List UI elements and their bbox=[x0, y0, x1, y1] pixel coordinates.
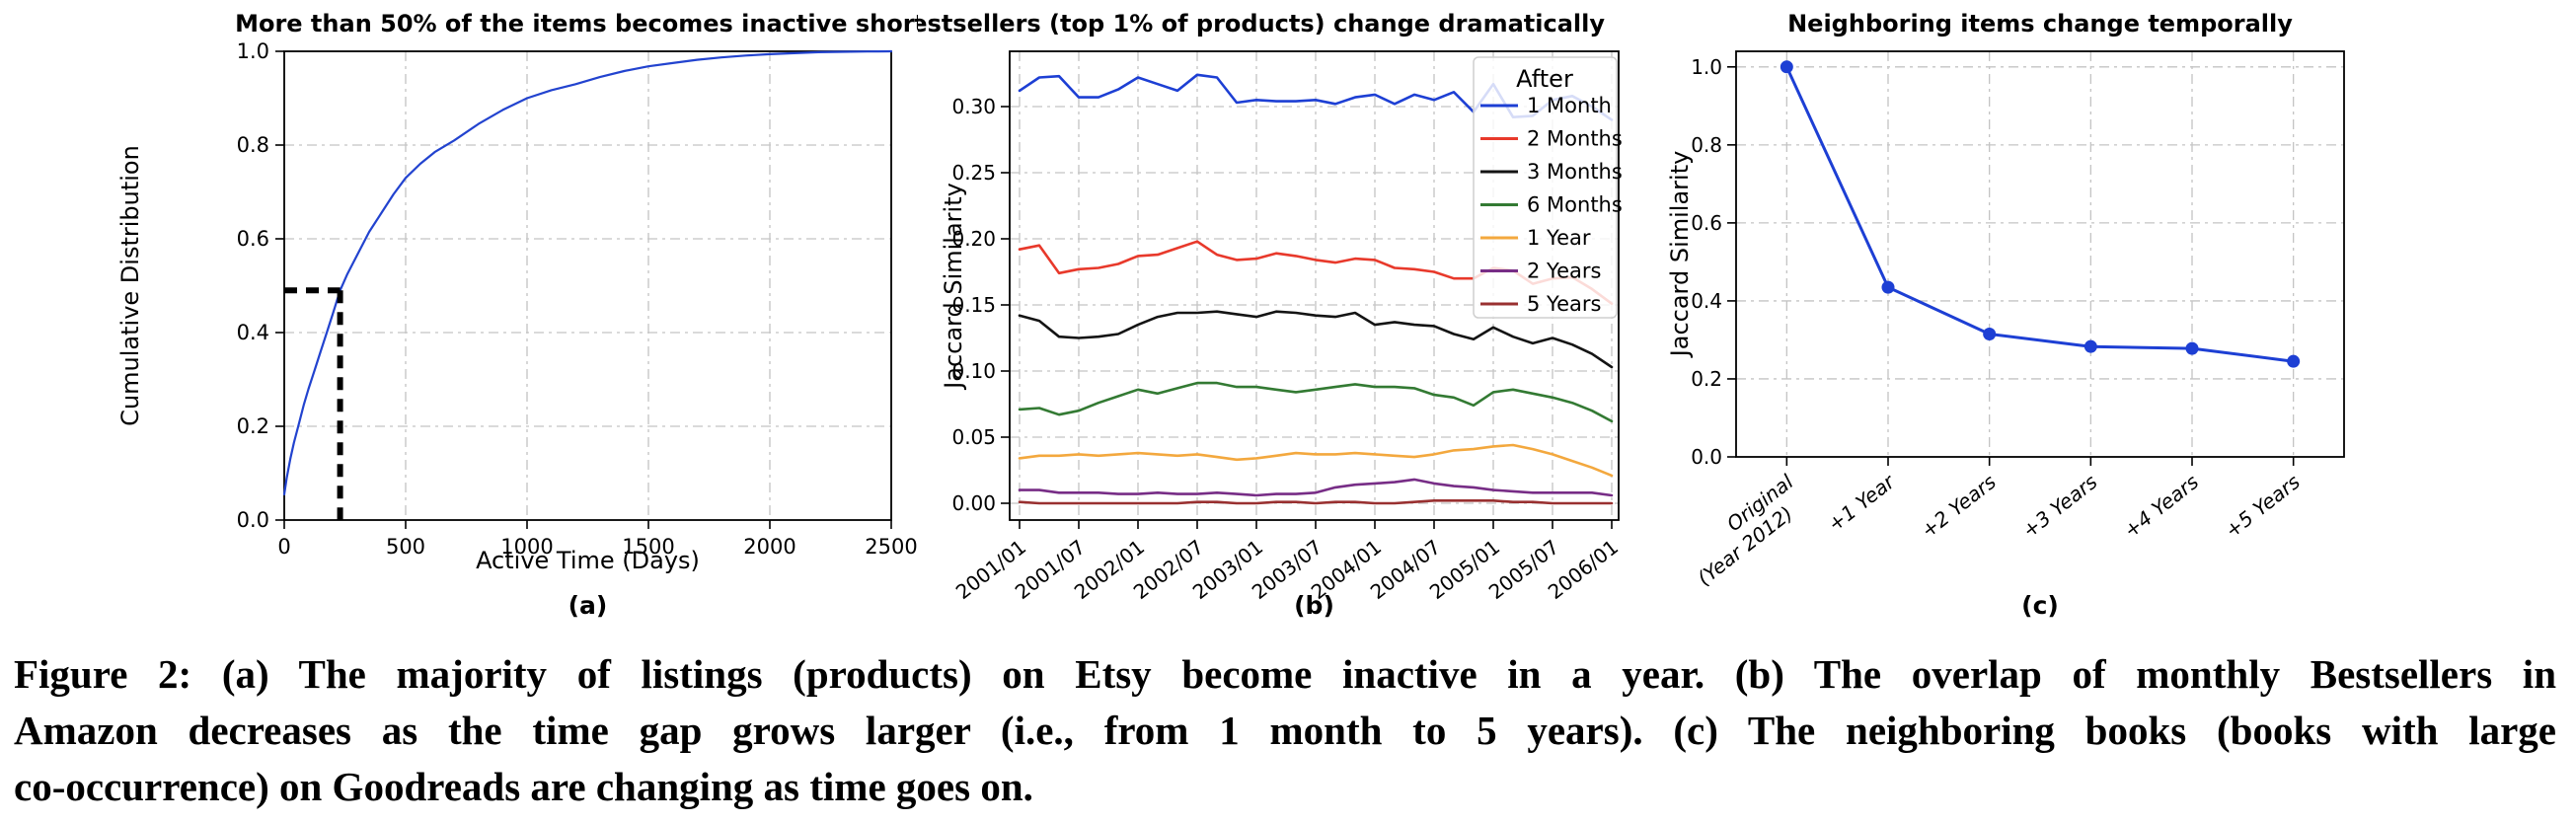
chart-a-gridlines bbox=[284, 51, 891, 520]
legend-entry-label: 1 Year bbox=[1527, 226, 1591, 250]
chart-b-amazon-bestsellers: 0.000.050.100.150.200.250.302001/012001/… bbox=[918, 10, 1623, 620]
chart-a-ytick-label: 0.4 bbox=[237, 321, 269, 344]
chart-a-title: More than 50% of the items becomes inact… bbox=[235, 10, 918, 37]
chart-a-xtick-label: 1500 bbox=[622, 535, 674, 559]
chart-c-ytick-label: 0.6 bbox=[1691, 211, 1722, 235]
chart-b-title: The bestsellers (top 1% of products) cha… bbox=[918, 10, 1605, 37]
chart-c-sublabel: (c) bbox=[2021, 591, 2059, 620]
chart-a-ytick-label: 0.8 bbox=[237, 133, 269, 157]
axes-spines bbox=[1735, 50, 2345, 458]
legend-title: After bbox=[1516, 65, 1573, 93]
chart-c-ticks bbox=[1727, 66, 2295, 466]
series-line-6-months bbox=[1018, 381, 1614, 423]
neighbor-similarity-line bbox=[1784, 65, 2296, 363]
chart-b-ticks bbox=[1001, 106, 1613, 529]
chart-b-ylabel: Jaccard Similarity bbox=[940, 183, 967, 391]
legend-entry-label: 2 Months bbox=[1527, 127, 1623, 151]
chart-c-xtick-label: Original(Year 2012) bbox=[1678, 470, 1813, 590]
chart-b-ytick-label: 0.20 bbox=[951, 227, 996, 251]
chart-c-xtick-label: +5 Years bbox=[2221, 470, 2305, 543]
legend-box bbox=[1473, 56, 1618, 319]
chart-b-series bbox=[1018, 73, 1614, 505]
chart-c-ylabel: Jaccard Similarity bbox=[1666, 151, 1694, 359]
chart-b-ytick-label: 0.00 bbox=[951, 491, 996, 515]
chart-c-xtick-label: +2 Years bbox=[1917, 470, 2001, 543]
chart-b-ytick-label: 0.10 bbox=[951, 359, 996, 383]
data-point-marker bbox=[1881, 280, 1895, 294]
chart-a-xtick-label: 2500 bbox=[865, 535, 917, 559]
legend-entry-label: 3 Months bbox=[1527, 160, 1623, 184]
chart-a-sublabel: (a) bbox=[568, 591, 608, 620]
data-point-marker bbox=[2185, 341, 2199, 355]
series-line-5-years bbox=[1018, 498, 1614, 505]
chart-c-ytick-label: 0.8 bbox=[1691, 133, 1722, 157]
chart-c-ytick-label: 0.0 bbox=[1691, 445, 1722, 469]
chart-c-series bbox=[1780, 60, 2301, 368]
chart-c-ytick-label: 0.4 bbox=[1691, 289, 1722, 313]
series-line-1-year bbox=[1018, 443, 1614, 478]
chart-b-sublabel: (b) bbox=[1294, 591, 1334, 620]
chart-a-cdf-curve bbox=[282, 49, 893, 495]
chart-b-ytick-label: 0.30 bbox=[951, 95, 996, 118]
legend-entry-label: 5 Years bbox=[1527, 292, 1601, 316]
axes-spines bbox=[283, 50, 892, 521]
data-point-marker bbox=[1983, 328, 1997, 341]
chart-a-etsy-cdf: 0 500 1000 1500 2000 2500 0.0 0.2 0.4 0.6 0.8 1.0Mo… bbox=[116, 10, 918, 620]
data-point-marker bbox=[1780, 60, 1793, 74]
caption-line-3: co-occurrence) on Goodreads are changing… bbox=[14, 764, 1033, 809]
caption-line-1: Figure 2: (a) The majority of listings (… bbox=[14, 651, 2556, 697]
chart-a-median-annotation bbox=[284, 287, 343, 520]
data-point-marker bbox=[2287, 354, 2301, 368]
chart-a-ytick-label: 1.0 bbox=[237, 39, 269, 63]
chart-a-xtick-label: 0 bbox=[277, 535, 290, 559]
chart-c-gridlines bbox=[1736, 51, 2344, 457]
axes-spines bbox=[1009, 50, 1620, 521]
cdf-line bbox=[282, 49, 893, 495]
chart-a-ylabel: Cumulative Distribution bbox=[116, 145, 144, 426]
legend-entry-label: 1 Month bbox=[1527, 94, 1612, 117]
chart-b-ytick-label: 0.15 bbox=[951, 293, 996, 317]
chart-a-xtick-label: 2000 bbox=[743, 535, 796, 559]
chart-c-title: Neighboring items change temporally bbox=[1787, 10, 2293, 37]
chart-c-goodreads-neighbors: 0.0 0.2 0.4 0.6 0.8 1.0 Original(Year 2012) +1 … bbox=[1666, 10, 2345, 620]
chart-c-ytick-label: 1.0 bbox=[1691, 55, 1722, 79]
chart-c-xtick-label: +3 Years bbox=[2017, 470, 2101, 543]
legend-entry-label: 2 Years bbox=[1527, 260, 1601, 283]
chart-a-ytick-label: 0.6 bbox=[237, 227, 269, 251]
chart-b-ytick-label: 0.05 bbox=[951, 425, 996, 449]
chart-c-xtick-label: +1 Year bbox=[1823, 469, 1900, 536]
series-line-2-years bbox=[1018, 478, 1614, 497]
data-point-marker bbox=[2084, 339, 2097, 353]
chart-c-ytick-label: 0.2 bbox=[1691, 367, 1722, 391]
chart-b-ytick-label: 0.25 bbox=[951, 161, 996, 185]
chart-a-ticks bbox=[275, 50, 892, 529]
chart-c-xtick-label: +4 Years bbox=[2119, 470, 2203, 543]
chart-a-xlabel: Active Time (Days) bbox=[476, 547, 700, 574]
chart-a-ytick-label: 0.2 bbox=[237, 414, 269, 438]
charts-row: 0 500 1000 1500 2000 2500 0.0 0.2 0.4 0.6 0.8 1.0 Mo… bbox=[116, 10, 2345, 620]
chart-a-ytick-label: 0.0 bbox=[237, 508, 269, 532]
chart-a-xtick-label: 1000 bbox=[500, 535, 553, 559]
series-line-3-months bbox=[1018, 310, 1614, 369]
chart-a-xtick-label: 500 bbox=[386, 535, 425, 559]
figure-caption: Figure 2: (a) The majority of listings (… bbox=[14, 646, 2556, 815]
legend-entry-label: 6 Months bbox=[1527, 193, 1623, 217]
caption-line-2: Amazon decreases as the time gap grows l… bbox=[14, 708, 2556, 753]
